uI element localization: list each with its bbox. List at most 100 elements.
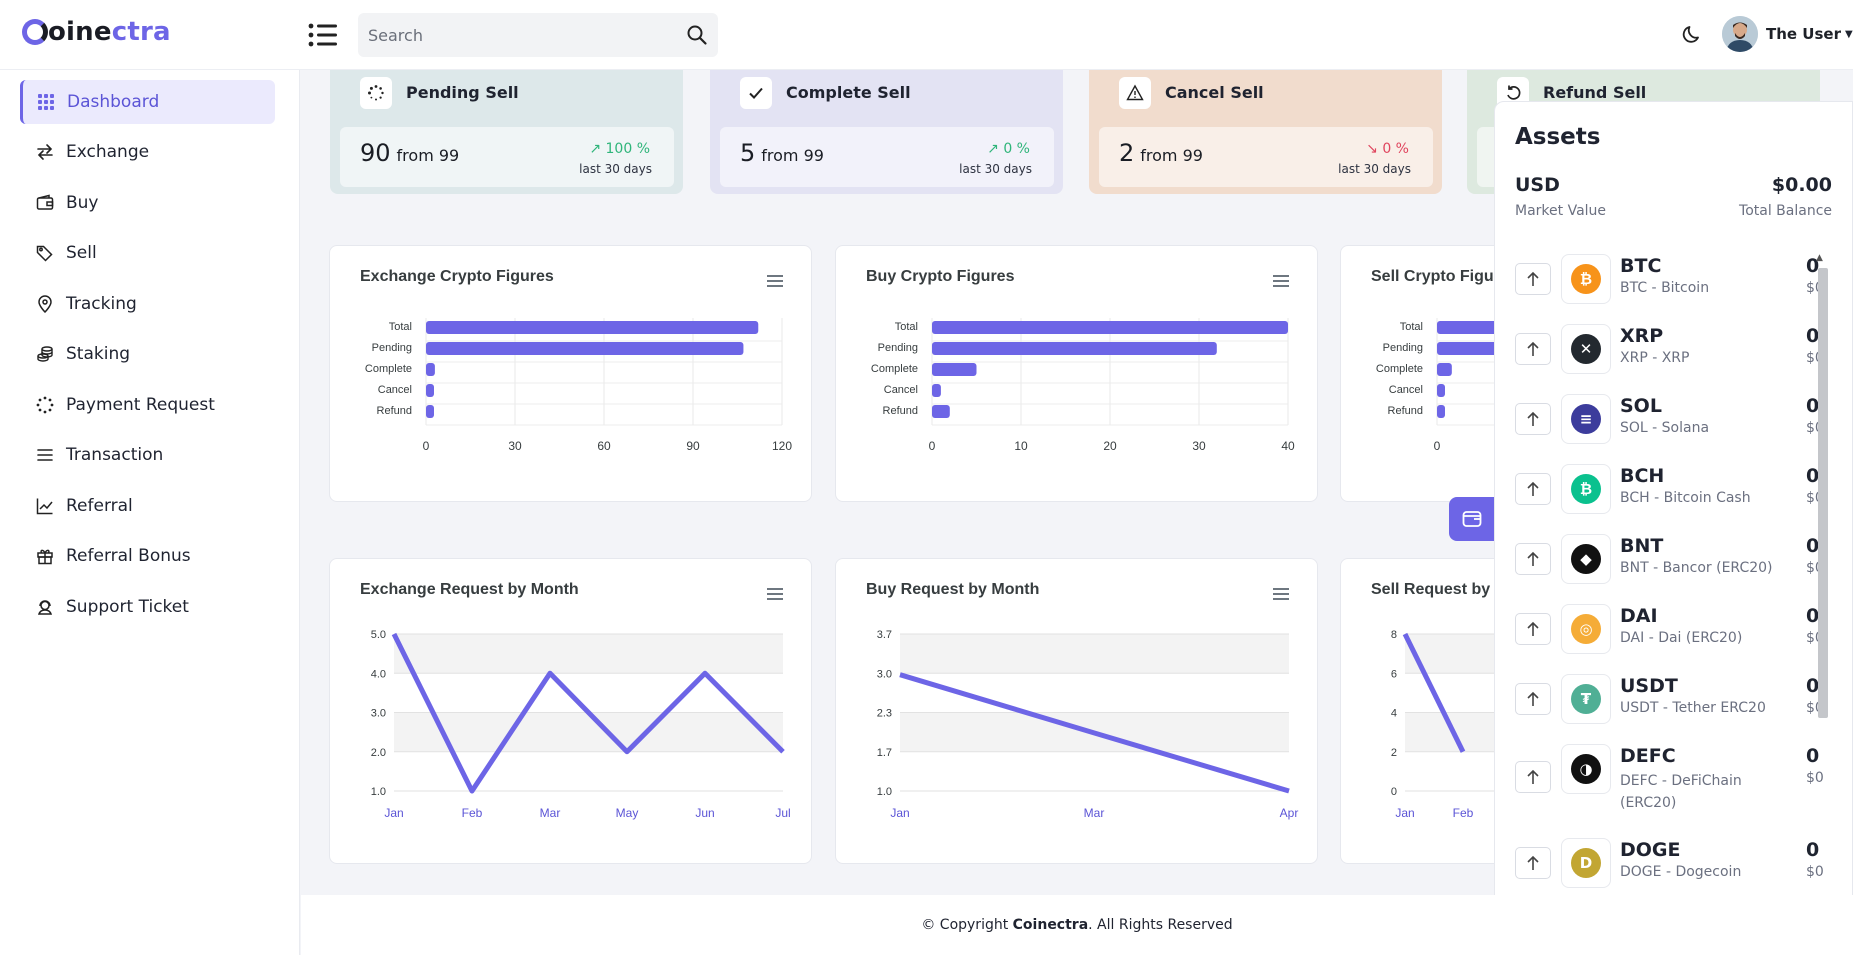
stat-from: from 99 [396, 146, 460, 165]
sidebar-item-referral-bonus[interactable]: Referral Bonus [20, 534, 275, 578]
sidebar-item-label: Dashboard [67, 92, 160, 112]
chart-title: Buy Request by Month [866, 581, 1040, 598]
tick-label: 1.0 [371, 786, 386, 798]
arrows-exchange-icon [37, 144, 53, 160]
arrow-up-icon [1527, 769, 1539, 784]
footer: © Copyright Coinectra. All Rights Reserv… [301, 895, 1853, 955]
search-input[interactable] [368, 13, 668, 57]
sidebar-item-payment-request[interactable]: Payment Request [20, 383, 275, 427]
wallet-icon [36, 194, 54, 210]
asset-row-bch: ₿ BCH BCH - Bitcoin Cash 0 $0 [1495, 457, 1835, 527]
search-icon[interactable] [686, 24, 708, 46]
tick-label: 3.0 [371, 708, 386, 720]
tick-label: 5.0 [371, 629, 386, 641]
copyright-brand: Coinectra [1012, 917, 1089, 933]
logo[interactable]: oine ctra [22, 17, 171, 47]
search-box [358, 13, 718, 57]
sidebar-item-support-ticket[interactable]: Support Ticket [20, 585, 275, 629]
assets-currency: USD [1515, 174, 1560, 196]
send-button[interactable] [1515, 403, 1551, 435]
chart-menu-icon[interactable] [767, 274, 783, 288]
grid-band [394, 751, 783, 791]
sidebar-item-exchange[interactable]: Exchange [20, 130, 275, 174]
tick-label: Pending [1383, 342, 1423, 354]
btc-coin-icon: ₿ [1571, 264, 1601, 294]
tick-label: Cancel [378, 384, 412, 396]
arrow-up-icon [1527, 551, 1539, 566]
sidebar-item-label: Support Ticket [66, 597, 189, 617]
chart-menu-icon[interactable] [767, 587, 783, 601]
sidebar-item-staking[interactable]: Staking [20, 332, 275, 376]
asset-amount: 0 [1806, 535, 1820, 557]
asset-row-dai: ◎ DAI DAI - Dai (ERC20) 0 $0 [1495, 597, 1835, 667]
tick-label: Total [1400, 321, 1423, 333]
stat-period: last 30 days [959, 162, 1032, 176]
asset-symbol: XRP [1620, 325, 1664, 347]
tick-label: Mar [540, 806, 561, 820]
sidebar-item-buy[interactable]: Buy [20, 181, 275, 225]
tick-label: Complete [871, 363, 918, 375]
send-button[interactable] [1515, 761, 1551, 793]
trend-up-icon: ↗ [589, 141, 602, 157]
arrow-up-icon [1527, 411, 1539, 426]
sidebar-item-label: Exchange [66, 142, 150, 162]
chart-menu-icon[interactable] [1273, 587, 1289, 601]
stat-percent-value: 100 % [605, 141, 650, 157]
sidebar-item-referral[interactable]: Referral [20, 484, 275, 528]
tick-label: Mar [1084, 806, 1105, 820]
tick-label: Total [895, 321, 918, 333]
send-button[interactable] [1515, 333, 1551, 365]
asset-amount: 0 [1806, 839, 1820, 861]
stat-from: from 99 [1140, 146, 1203, 165]
chart-card-buy-figures: Buy Crypto Figures Total Pending Complete C… [835, 245, 1318, 502]
defc-coin-icon: ◑ [1571, 754, 1601, 784]
user-name: The User [1766, 25, 1841, 43]
chart-menu-icon[interactable] [1273, 274, 1289, 288]
asset-amount: 0 [1806, 675, 1820, 697]
loader-dots-icon [360, 76, 392, 109]
stat-from: from 99 [761, 146, 824, 165]
send-button[interactable] [1515, 847, 1551, 879]
sidebar-item-dashboard[interactable]: Dashboard [20, 80, 275, 124]
send-button[interactable] [1515, 263, 1551, 295]
line-chart: 1.0 1.7 2.3 3.0 3.7 Jan Mar Apr [877, 629, 1299, 820]
user-menu[interactable]: The User ▼ [1722, 16, 1853, 52]
scrollbar-thumb[interactable] [1818, 268, 1828, 718]
location-pin-icon [38, 295, 52, 313]
send-button[interactable] [1515, 613, 1551, 645]
arrow-up-icon [1527, 481, 1539, 496]
grid-band [394, 634, 783, 674]
tick-label: Total [389, 321, 412, 333]
sidebar-item-tracking[interactable]: Tracking [20, 282, 275, 326]
scroll-up-icon[interactable]: ▲ [1816, 253, 1823, 263]
tick-label: Feb [1453, 806, 1474, 820]
check-icon [740, 76, 772, 109]
wallet-toggle-button[interactable] [1449, 497, 1495, 541]
bar [932, 384, 941, 397]
bar-chart: Total Pending Complete Cancel Refund 0 30 60 90 1… [365, 318, 792, 453]
sidebar-item-transaction[interactable]: Transaction [20, 433, 275, 477]
coins-stack-icon [37, 346, 53, 362]
menu-toggle-icon[interactable] [308, 22, 338, 48]
sol-coin-icon: ≡ [1571, 404, 1601, 434]
send-button[interactable] [1515, 683, 1551, 715]
avatar [1722, 16, 1758, 52]
tick-label: 60 [597, 439, 611, 453]
asset-name: BNT - Bancor (ERC20) [1620, 560, 1773, 576]
chart-line-icon [36, 498, 53, 515]
send-button[interactable] [1515, 473, 1551, 505]
tick-label: Cancel [884, 384, 918, 396]
tick-label: 120 [772, 439, 792, 453]
sidebar-item-sell[interactable]: Sell [20, 231, 275, 275]
stat-period: last 30 days [1338, 162, 1411, 176]
coin-logo: ₿ [1561, 464, 1611, 514]
tick-label: Feb [462, 806, 483, 820]
send-button[interactable] [1515, 543, 1551, 575]
chart-card-exchange-figures: Exchange Crypto Figures Total Pending Comp… [329, 245, 812, 502]
total-balance-label: Total Balance [1739, 203, 1832, 219]
assets-title: Assets [1515, 124, 1601, 150]
moon-icon[interactable] [1681, 24, 1703, 46]
series-line [1402, 632, 1466, 753]
asset-amount: 0 [1806, 465, 1820, 487]
asset-name: DOGE - Dogecoin [1620, 864, 1742, 880]
